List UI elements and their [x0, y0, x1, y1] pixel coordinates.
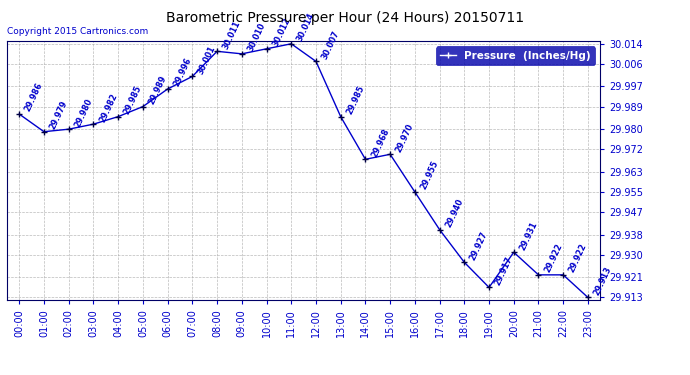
Text: 29.985: 29.985 [122, 84, 144, 116]
Legend: Pressure  (Inches/Hg): Pressure (Inches/Hg) [436, 46, 595, 65]
Text: 29.996: 29.996 [172, 57, 193, 88]
Text: 30.011: 30.011 [221, 19, 242, 51]
Text: 29.979: 29.979 [48, 99, 69, 131]
Text: 30.010: 30.010 [246, 21, 267, 53]
Text: 29.982: 29.982 [97, 92, 119, 123]
Text: Barometric Pressure per Hour (24 Hours) 20150711: Barometric Pressure per Hour (24 Hours) … [166, 11, 524, 25]
Text: 29.927: 29.927 [469, 230, 490, 261]
Text: 29.980: 29.980 [73, 97, 94, 128]
Text: 29.955: 29.955 [419, 159, 440, 191]
Text: 29.917: 29.917 [493, 255, 514, 286]
Text: 29.922: 29.922 [567, 242, 589, 274]
Text: 29.970: 29.970 [394, 122, 415, 153]
Text: 29.913: 29.913 [592, 265, 613, 297]
Text: 30.007: 30.007 [320, 29, 342, 61]
Text: 29.931: 29.931 [518, 220, 539, 252]
Text: 29.986: 29.986 [23, 81, 45, 113]
Text: 30.001: 30.001 [197, 44, 217, 76]
Text: 30.014: 30.014 [295, 12, 317, 43]
Text: Copyright 2015 Cartronics.com: Copyright 2015 Cartronics.com [7, 27, 148, 36]
Text: 29.968: 29.968 [370, 127, 391, 159]
Text: 29.940: 29.940 [444, 197, 465, 229]
Text: 29.922: 29.922 [542, 242, 564, 274]
Text: 30.012: 30.012 [270, 16, 292, 48]
Text: 29.989: 29.989 [147, 74, 168, 106]
Text: 29.985: 29.985 [345, 84, 366, 116]
